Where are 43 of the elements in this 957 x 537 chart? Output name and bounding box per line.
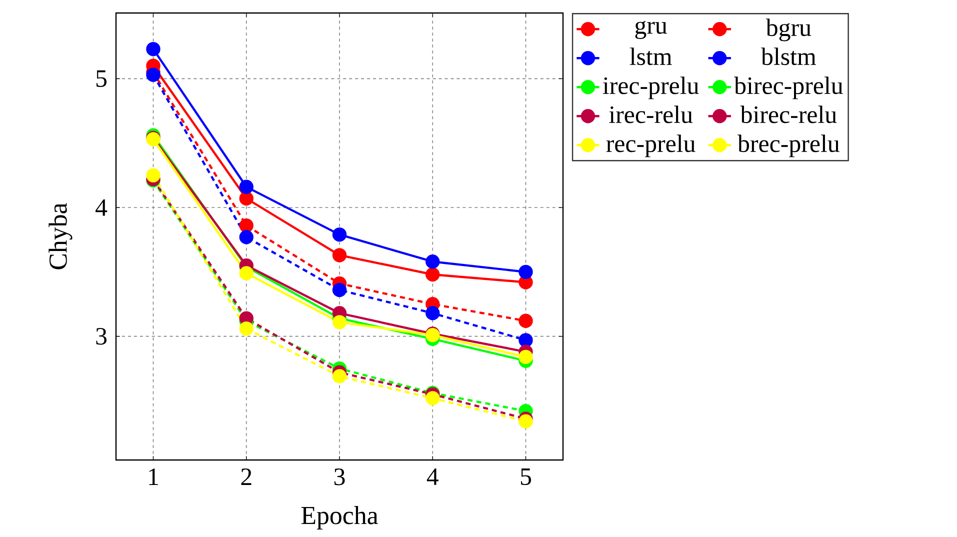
point bbox=[426, 267, 440, 282]
point bbox=[239, 322, 254, 336]
point bbox=[426, 254, 440, 269]
legend-label: birec-relu bbox=[740, 106, 837, 124]
legend-label: blstm bbox=[761, 48, 816, 66]
point bbox=[332, 248, 347, 262]
point bbox=[426, 391, 440, 406]
point bbox=[332, 227, 347, 242]
y-tick-label: 3 bbox=[96, 328, 107, 345]
point bbox=[239, 180, 254, 194]
point bbox=[332, 315, 347, 330]
x-tick-label: 5 bbox=[520, 468, 532, 486]
legend-label: gru bbox=[635, 20, 667, 39]
legend-label: bgru bbox=[766, 18, 812, 42]
point bbox=[146, 168, 160, 182]
point bbox=[239, 191, 254, 206]
legend-label: lstm bbox=[630, 48, 672, 66]
legend-label: rec-prelu bbox=[606, 134, 696, 158]
x-tick-label: 4 bbox=[426, 468, 438, 485]
point bbox=[518, 414, 533, 428]
y-axis-title: Chyba bbox=[48, 203, 72, 270]
point bbox=[146, 68, 160, 82]
point bbox=[239, 218, 254, 233]
x-axis-title: Epocha bbox=[301, 506, 378, 530]
point bbox=[518, 350, 533, 364]
point bbox=[332, 282, 347, 298]
x-tick-label: 1 bbox=[149, 468, 158, 485]
point bbox=[239, 230, 254, 244]
point bbox=[332, 369, 347, 384]
point bbox=[518, 333, 533, 348]
legend-label: birec-prelu bbox=[734, 76, 843, 100]
point bbox=[518, 264, 533, 280]
legend-label: irec-relu bbox=[609, 106, 693, 124]
legend-label: brec-prelu bbox=[738, 134, 840, 158]
point bbox=[146, 42, 160, 56]
point bbox=[518, 314, 533, 328]
y-tick-label: 4 bbox=[96, 199, 108, 216]
y-tick-label: 5 bbox=[96, 70, 107, 87]
x-tick-label: 2 bbox=[241, 468, 252, 485]
legend-label: irec-prelu bbox=[602, 76, 699, 100]
point bbox=[426, 306, 440, 320]
point bbox=[239, 266, 254, 280]
x-tick-label: 3 bbox=[334, 468, 345, 486]
